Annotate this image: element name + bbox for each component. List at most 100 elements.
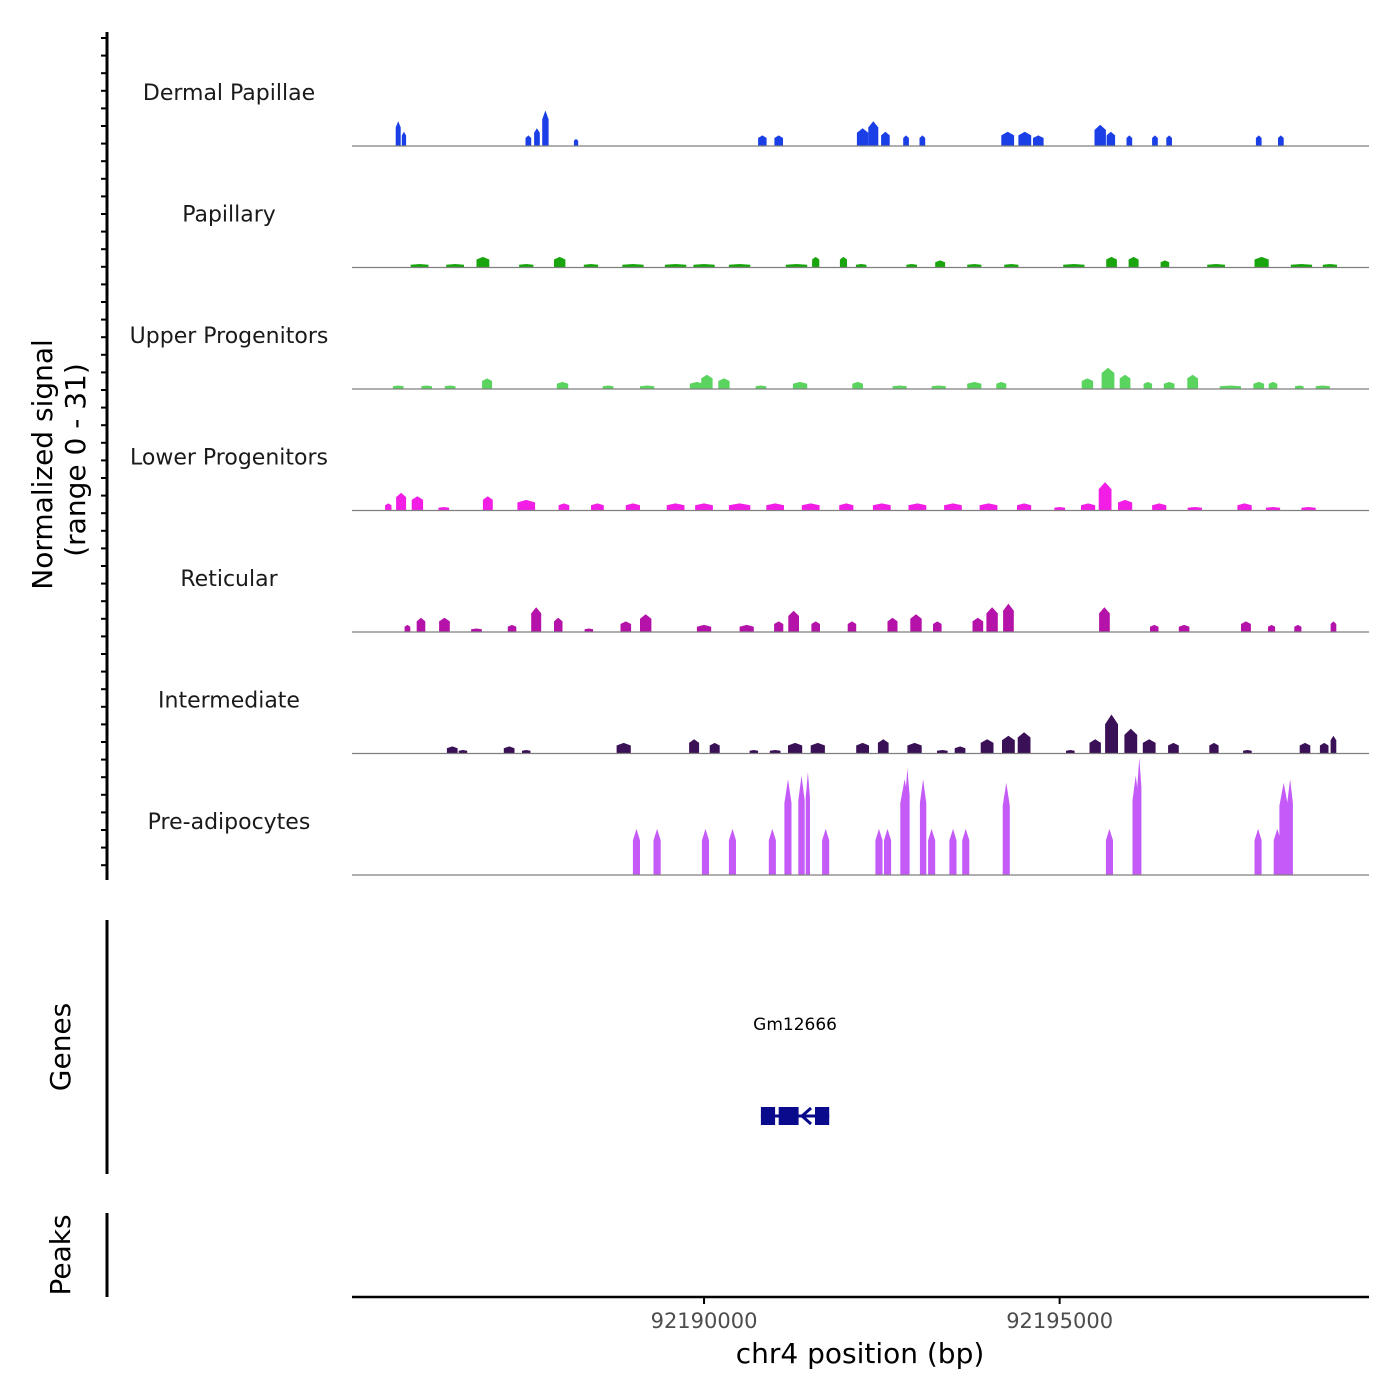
coverage-peak	[1106, 256, 1117, 268]
coverage-peak	[1163, 381, 1175, 389]
coverage-peak	[640, 385, 655, 389]
peaks-axis-title: Peaks	[44, 1214, 77, 1295]
coverage-peak	[1294, 624, 1302, 632]
x-axis-tick-label: 92190000	[651, 1309, 758, 1333]
coverage-peak	[907, 742, 922, 754]
coverage-peak	[1089, 739, 1101, 754]
coverage-peak	[558, 503, 570, 511]
coverage-peak	[908, 503, 927, 511]
coverage-peak	[396, 492, 407, 511]
coverage-peak	[620, 621, 632, 632]
x-axis-ticks: 92190000 92195000	[651, 1297, 1113, 1333]
coverage-peak	[385, 503, 392, 511]
coverage-peak	[798, 775, 805, 875]
gene-exon	[760, 1107, 776, 1125]
coverage-peak	[695, 503, 713, 511]
coverage-peak	[872, 503, 891, 511]
track-dermal-papillae: Dermal Papillae	[143, 81, 1369, 147]
track-label: Intermediate	[158, 689, 300, 714]
track-label: Lower Progenitors	[130, 446, 328, 471]
coverage-peak	[1243, 750, 1252, 754]
coverage-peak	[1287, 779, 1293, 875]
coverage-peak	[525, 135, 532, 146]
coverage-peak	[401, 131, 407, 146]
coverage-peak	[788, 610, 799, 632]
coverage-peak	[1105, 828, 1113, 875]
track-papillary: Papillary	[182, 203, 1369, 269]
coverage-peak	[1168, 742, 1179, 754]
gene-strand-arrow	[799, 1106, 813, 1126]
coverage-peak	[1118, 499, 1133, 511]
coverage-y-axis-title-line1: Normalized signal	[26, 339, 59, 590]
coverage-peak	[801, 503, 820, 511]
coverage-peak	[410, 264, 429, 268]
coverage-peak	[1018, 131, 1032, 146]
coverage-peak	[1299, 742, 1311, 754]
coverage-peak	[522, 750, 531, 754]
coverage-peak	[1187, 374, 1198, 389]
track-label: Upper Progenitors	[130, 324, 329, 349]
gene-name-label: Gm12666	[753, 1015, 837, 1035]
coverage-peak	[1273, 828, 1281, 875]
coverage-peak	[1255, 135, 1262, 146]
coverage-peak	[1094, 124, 1106, 146]
coverage-peak	[458, 750, 468, 754]
coverage-peak	[1209, 742, 1219, 754]
coverage-peak	[812, 256, 820, 268]
coverage-peak	[1187, 507, 1202, 511]
coverage-peak	[728, 828, 736, 875]
coverage-peak	[444, 385, 456, 389]
coverage-peak	[591, 503, 604, 511]
coverage-peak	[701, 374, 713, 389]
coverage-peak	[1142, 739, 1156, 754]
coverage-peak	[689, 739, 700, 754]
track-intermediate: Intermediate	[158, 689, 1369, 755]
coverage-peak	[1003, 603, 1014, 632]
coverage-peak	[1152, 135, 1158, 146]
coverage-peak	[980, 739, 994, 754]
coverage-peak	[881, 131, 890, 146]
coverage-peak	[839, 503, 854, 511]
coverage-peak	[1098, 482, 1112, 511]
coverage-peak	[556, 381, 569, 389]
coverage-peak	[625, 503, 640, 511]
gene-strand-arrow	[777, 1106, 790, 1126]
coverage-peak	[811, 621, 820, 632]
coverage-peak	[1101, 367, 1115, 389]
track-reticular: Reticular	[180, 567, 1369, 633]
coverage-peak	[709, 742, 720, 754]
coverage-peak	[1322, 264, 1337, 268]
coverage-peak	[839, 256, 847, 268]
coverage-peak	[482, 378, 493, 389]
coverage-peak	[689, 381, 704, 389]
coverage-peak	[856, 742, 869, 754]
coverage-peak	[1319, 742, 1329, 754]
coverage-peak	[1017, 503, 1032, 511]
coverage-peak	[1017, 732, 1031, 754]
coverage-peak	[1124, 728, 1138, 754]
coverage-peak	[476, 256, 490, 268]
coverage-peak	[1330, 621, 1337, 632]
coverage-peak	[584, 628, 594, 632]
coverage-peak	[696, 624, 712, 632]
coverage-peak	[935, 260, 946, 268]
coverage-peak	[395, 121, 401, 146]
coverage-peak	[868, 121, 879, 146]
coverage-peak	[856, 128, 869, 146]
coverage-peak	[1002, 735, 1015, 754]
track-label: Dermal Papillae	[143, 81, 315, 106]
coverage-peak	[810, 742, 825, 754]
gene-annotations: Gm12666	[753, 1015, 837, 1126]
coverage-peak	[416, 617, 426, 632]
coverage-peak	[1126, 135, 1133, 146]
coverage-peak	[877, 739, 889, 754]
coverage-peak	[583, 264, 599, 268]
coverage-peak	[728, 503, 751, 511]
coverage-peak	[531, 607, 542, 632]
coverage-peak	[847, 621, 857, 632]
coverage-peak	[1081, 378, 1094, 389]
coverage-peak	[1237, 503, 1252, 511]
coverage-peak	[482, 496, 493, 511]
track-lower-progenitors: Lower Progenitors	[130, 446, 1369, 512]
coverage-peak	[542, 110, 549, 146]
